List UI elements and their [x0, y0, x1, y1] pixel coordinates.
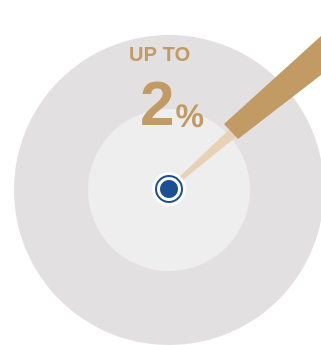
needle-tip	[224, 36, 321, 139]
needle-pointer-icon	[175, 36, 321, 184]
headline-value: 2 %	[140, 66, 204, 136]
headline-number: 2	[140, 70, 174, 139]
target-dot-icon	[152, 172, 186, 206]
headline-prefix: UP TO	[129, 44, 191, 66]
headline-unit: %	[175, 98, 204, 134]
